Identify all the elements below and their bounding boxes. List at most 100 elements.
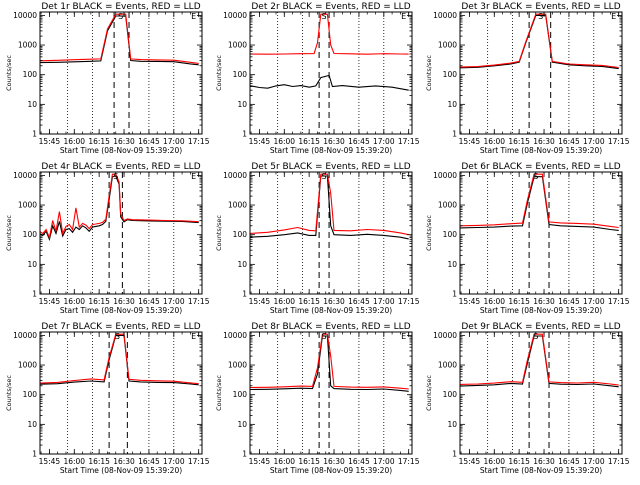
y-tick-label: 10000 <box>13 331 37 340</box>
marker-e: E <box>611 172 616 181</box>
x-tick-label: 15:45 <box>249 297 271 306</box>
y-tick-label: 10000 <box>223 11 247 20</box>
marker-e: E <box>191 12 196 21</box>
marker-e: E <box>401 172 406 181</box>
y-tick-label: 1 <box>32 130 37 139</box>
events-series-line <box>40 334 199 386</box>
marker-e: E <box>191 172 196 181</box>
lld-series-line <box>40 13 199 64</box>
x-tick-label: 16:45 <box>558 457 580 466</box>
x-tick-label: 16:00 <box>273 297 295 306</box>
y-tick-label: 10000 <box>433 331 457 340</box>
chart-title: Det 3r BLACK = Events, RED = LLD <box>461 2 620 12</box>
events-series-line <box>250 74 409 91</box>
x-tick-label: 16:30 <box>323 457 345 466</box>
x-axis-label: Start Time (08-Nov-09 15:39:20) <box>270 306 392 315</box>
y-tick-label: 1000 <box>18 41 37 50</box>
y-axis-label: Counts/sec <box>425 215 433 251</box>
x-tick-label: 16:45 <box>558 137 580 146</box>
events-series-line <box>460 335 619 388</box>
x-tick-label: 16:00 <box>483 457 505 466</box>
x-tick-label: 16:00 <box>273 457 295 466</box>
chart-title: Det 9r BLACK = Events, RED = LLD <box>461 322 620 332</box>
x-axis-label: Start Time (08-Nov-09 15:39:20) <box>60 146 182 155</box>
events-series-line <box>40 175 199 242</box>
x-tick-label: 17:15 <box>608 297 630 306</box>
x-tick-label: 16:15 <box>298 457 320 466</box>
y-tick-label: 1 <box>452 290 457 299</box>
marker-s: S <box>322 12 327 21</box>
y-tick-label: 1 <box>242 450 247 459</box>
x-tick-label: 15:45 <box>249 137 271 146</box>
x-tick-label: 16:30 <box>533 457 555 466</box>
y-tick-label: 1000 <box>228 41 247 50</box>
x-tick-label: 16:45 <box>138 297 160 306</box>
x-tick-label: 16:15 <box>298 137 320 146</box>
y-axis-label: Counts/sec <box>215 55 223 91</box>
events-series-line <box>460 14 619 70</box>
y-tick-label: 100 <box>23 70 38 79</box>
y-tick-label: 1000 <box>438 201 457 210</box>
y-tick-label: 1000 <box>228 201 247 210</box>
x-tick-label: 17:00 <box>373 137 395 146</box>
lld-series-line <box>40 173 199 240</box>
chart-title: Det 4r BLACK = Events, RED = LLD <box>41 162 200 172</box>
y-tick-label: 1000 <box>18 361 37 370</box>
marker-s: S <box>115 332 120 341</box>
x-tick-label: 15:45 <box>39 137 61 146</box>
plot-frame <box>459 331 623 455</box>
events-series-line <box>40 15 199 66</box>
x-tick-label: 17:00 <box>583 137 605 146</box>
x-tick-label: 16:15 <box>508 137 530 146</box>
y-tick-label: 100 <box>443 230 458 239</box>
lld-series-line <box>40 333 199 385</box>
y-tick-label: 10 <box>237 260 247 269</box>
y-tick-label: 10 <box>27 100 37 109</box>
plot-frame <box>39 171 203 295</box>
y-tick-label: 10000 <box>223 171 247 180</box>
x-tick-label: 16:00 <box>63 297 85 306</box>
y-tick-label: 100 <box>443 390 458 399</box>
y-tick-label: 10000 <box>13 171 37 180</box>
marker-e: E <box>401 12 406 21</box>
y-tick-label: 100 <box>233 230 248 239</box>
x-tick-label: 15:45 <box>39 457 61 466</box>
y-tick-label: 1000 <box>438 361 457 370</box>
x-tick-label: 17:00 <box>583 457 605 466</box>
x-tick-label: 17:15 <box>188 457 210 466</box>
x-tick-label: 16:45 <box>138 137 160 146</box>
x-tick-label: 16:15 <box>88 297 110 306</box>
y-axis-label: Counts/sec <box>5 55 13 91</box>
x-tick-label: 17:15 <box>398 137 420 146</box>
x-tick-label: 15:45 <box>459 457 481 466</box>
y-tick-label: 1 <box>452 130 457 139</box>
x-tick-label: 16:30 <box>533 297 555 306</box>
x-axis-label: Start Time (08-Nov-09 15:39:20) <box>480 466 602 475</box>
marker-s: S <box>118 12 123 21</box>
y-tick-label: 100 <box>233 70 248 79</box>
y-axis-label: Counts/sec <box>425 55 433 91</box>
x-tick-label: 16:15 <box>508 297 530 306</box>
marker-e: E <box>611 12 616 21</box>
marker-e: E <box>401 332 406 341</box>
plot-frame <box>459 11 623 135</box>
y-tick-label: 100 <box>23 230 38 239</box>
plot-frame <box>249 11 413 135</box>
x-tick-label: 16:00 <box>483 137 505 146</box>
y-axis-label: Counts/sec <box>5 215 13 251</box>
chart-title: Det 1r BLACK = Events, RED = LLD <box>41 2 200 12</box>
x-axis-label: Start Time (08-Nov-09 15:39:20) <box>270 466 392 475</box>
plot-frame <box>459 171 623 295</box>
marker-s: S <box>322 332 327 341</box>
y-tick-label: 1000 <box>438 41 457 50</box>
x-tick-label: 16:30 <box>113 137 135 146</box>
x-tick-label: 16:30 <box>113 297 135 306</box>
chart-title: Det 7r BLACK = Events, RED = LLD <box>41 322 200 332</box>
x-tick-label: 16:00 <box>273 137 295 146</box>
y-tick-label: 1000 <box>18 201 37 210</box>
y-tick-label: 10 <box>27 260 37 269</box>
x-tick-label: 16:30 <box>323 137 345 146</box>
